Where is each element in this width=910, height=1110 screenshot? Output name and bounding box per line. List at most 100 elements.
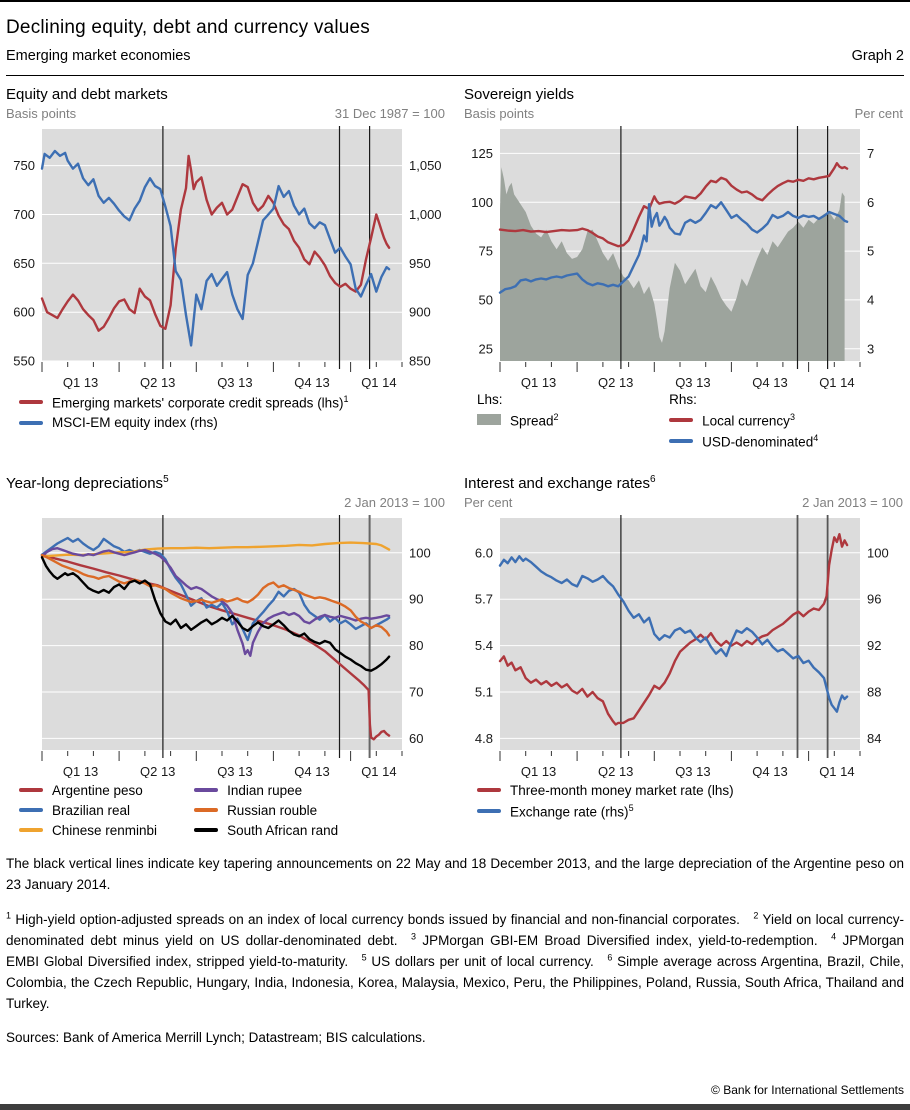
footnote-marker: 3	[411, 931, 417, 942]
left-axis-unit: Basis points	[464, 106, 535, 121]
panel-sovereign-yields: Sovereign yields Basis points Per cent 2…	[464, 85, 904, 452]
interest-exchange-chart: 4.8 5.1 5.4 5.7 6.0 84 88 92 96 100 Q1 13 Q2 13 Q3 1…	[475, 515, 889, 778]
line-swatch-icon	[477, 788, 501, 792]
title-superscript: 5	[163, 474, 169, 485]
footnotes: 1 High-yield option-adjusted spreads on …	[6, 910, 905, 1011]
svg-text:5.7: 5.7	[475, 592, 493, 607]
legend-label: Spread2	[510, 411, 559, 429]
legend-label: MSCI-EM equity index (rhs)	[52, 415, 218, 430]
footnote-marker: 1	[6, 910, 12, 921]
panel-title: Interest and exchange rates6	[464, 474, 904, 492]
line-swatch-icon	[194, 788, 219, 792]
svg-text:Q4 13: Q4 13	[752, 764, 787, 778]
svg-text:Q3 13: Q3 13	[217, 375, 252, 389]
panel-year-long-depreciations: Year-long depreciations5 2 Jan 2013 = 10…	[6, 474, 446, 840]
line-swatch-icon	[477, 808, 501, 813]
panel-equity-debt-markets: Equity and debt markets Basis points 31 …	[6, 85, 446, 452]
svg-text:Q4 13: Q4 13	[294, 764, 329, 778]
svg-text:4.8: 4.8	[475, 731, 493, 746]
legend-item: Spread2	[477, 411, 669, 429]
svg-text:Q2 13: Q2 13	[140, 764, 175, 778]
legend-item: Argentine peso	[19, 783, 194, 798]
svg-text:550: 550	[13, 354, 35, 369]
legend-label: Three-month money market rate (lhs)	[510, 782, 734, 798]
footnote-marker: 5	[361, 952, 367, 963]
line-swatch-icon	[19, 808, 43, 812]
legend-group: Emerging markets' corporate credit sprea…	[19, 391, 348, 433]
legend-item: South African rand	[194, 823, 338, 838]
footnote-marker: 4	[831, 931, 837, 942]
interest-exchange-legend: Three-month money market rate (lhs) Excha…	[464, 780, 904, 822]
svg-text:1,050: 1,050	[409, 158, 442, 173]
panel-title: Sovereign yields	[464, 85, 904, 103]
svg-text:70: 70	[409, 685, 423, 700]
sovereign-yields-chart: 25 50 75 100 125 3 4 5 6 7 Q1 13 Q2 13 Q3 13 Q4 13 Q1 …	[471, 126, 874, 389]
legend-label: USD-denominated4	[702, 433, 819, 450]
svg-text:Q1 14: Q1 14	[361, 375, 396, 389]
equity-debt-legend: Emerging markets' corporate credit sprea…	[6, 391, 446, 433]
legend-item: Exchange rate (rhs)5	[477, 803, 734, 819]
svg-text:5: 5	[867, 244, 874, 259]
panel-title: Equity and debt markets	[6, 85, 446, 103]
line-swatch-icon	[194, 828, 219, 832]
svg-text:100: 100	[867, 545, 889, 560]
axis-unit-row: Basis points 31 Dec 1987 = 100	[6, 106, 446, 121]
line-swatch-icon	[194, 808, 219, 812]
line-swatch-icon	[669, 417, 694, 422]
chart-grid: Equity and debt markets Basis points 31 …	[6, 85, 904, 840]
legend-item: Emerging markets' corporate credit sprea…	[19, 394, 348, 410]
legend-label: Brazilian real	[52, 802, 131, 818]
svg-text:6: 6	[867, 195, 874, 210]
page-subtitle: Emerging market economies	[6, 48, 191, 64]
svg-text:75: 75	[479, 244, 493, 259]
panel-title-text: Interest and exchange rates	[464, 475, 650, 492]
line-swatch-icon	[19, 788, 43, 792]
svg-text:Q3 13: Q3 13	[217, 764, 252, 778]
svg-text:25: 25	[479, 341, 493, 356]
svg-text:650: 650	[13, 256, 35, 271]
axis-unit-row: Per cent 2 Jan 2013 = 100	[464, 495, 904, 510]
svg-text:3: 3	[867, 341, 874, 356]
area-swatch-icon	[477, 414, 501, 426]
right-axis-unit: 2 Jan 2013 = 100	[344, 495, 445, 510]
svg-text:Q3 13: Q3 13	[675, 375, 710, 389]
svg-text:6.0: 6.0	[475, 545, 493, 560]
legend-item: Brazilian real	[19, 803, 194, 818]
svg-text:850: 850	[409, 354, 431, 369]
svg-text:84: 84	[867, 731, 881, 746]
legend-label: Indian rupee	[227, 782, 303, 798]
svg-text:Q1 14: Q1 14	[819, 764, 854, 778]
legend-item: USD-denominated4	[669, 433, 818, 450]
legend-item: Local currency3	[669, 411, 818, 429]
svg-text:4: 4	[867, 292, 874, 307]
legend-group: Three-month money market rate (lhs) Excha…	[477, 780, 734, 822]
svg-text:92: 92	[867, 638, 881, 653]
line-swatch-icon	[19, 828, 43, 832]
svg-text:Q1 13: Q1 13	[521, 764, 556, 778]
right-axis-unit: 31 Dec 1987 = 100	[334, 106, 445, 121]
legend-item: Indian rupee	[194, 783, 338, 798]
legend-item: Chinese renminbi	[19, 823, 194, 838]
svg-text:60: 60	[409, 731, 423, 746]
svg-text:80: 80	[409, 638, 423, 653]
svg-text:96: 96	[867, 592, 881, 607]
svg-text:90: 90	[409, 592, 423, 607]
svg-text:Q2 13: Q2 13	[598, 375, 633, 389]
svg-text:Q2 13: Q2 13	[140, 375, 175, 389]
svg-text:900: 900	[409, 305, 431, 320]
panel-title-text: Equity and debt markets	[6, 86, 168, 103]
sovereign-yields-legend: Lhs: Spread2 Rhs: Local currency3 USD-denomi…	[464, 391, 904, 452]
legend-label: Chinese renminbi	[52, 822, 158, 838]
legend-label: South African rand	[227, 822, 339, 838]
legend-label: Local currency3	[702, 411, 795, 429]
svg-text:88: 88	[867, 685, 881, 700]
svg-text:Q1 14: Q1 14	[361, 764, 396, 778]
subtitle-row: Emerging market economies Graph 2	[6, 48, 904, 64]
right-axis-unit: Per cent	[854, 106, 903, 121]
copyright-line: © Bank for International Settlements	[711, 1083, 904, 1097]
svg-text:Q1 13: Q1 13	[521, 375, 556, 389]
svg-text:700: 700	[13, 207, 35, 222]
right-axis-unit: 2 Jan 2013 = 100	[802, 495, 903, 510]
svg-text:Q3 13: Q3 13	[675, 764, 710, 778]
